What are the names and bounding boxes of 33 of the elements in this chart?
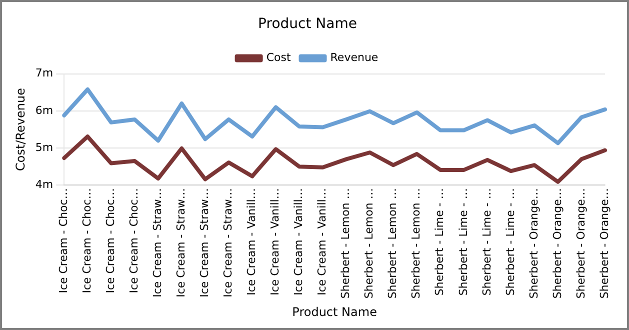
x-axis-title: Product Name (292, 304, 377, 319)
x-tick-label: Ice Cream - Straw… (198, 188, 212, 298)
x-tick-label: Sherbert - Lime - … (456, 188, 470, 296)
x-tick-label: Sherbert - Lime - … (504, 188, 517, 296)
x-tick-label: Ice Cream - Straw… (174, 188, 188, 298)
x-tick-label: Ice Cream - Straw… (222, 188, 235, 298)
y-tick-label: 5m (35, 140, 54, 154)
x-tick-label: Sherbert - Orange… (574, 188, 588, 299)
x-tick-label: Sherbert - Lemon … (410, 188, 423, 299)
x-tick-label: Sherbert - Orange… (598, 188, 611, 299)
x-tick-label: Ice Cream - Straw… (151, 188, 164, 298)
x-tick-label: Ice Cream - Choc… (128, 188, 141, 294)
x-tick-label: Ice Cream - Choc… (104, 188, 118, 294)
x-tick-label: Ice Cream - Vanill… (316, 188, 329, 296)
x-tick-label: Sherbert - Lime - … (433, 188, 446, 296)
x-tick-label: Ice Cream - Vanill… (268, 188, 282, 296)
x-tick-label: Sherbert - Lemon … (386, 188, 400, 299)
x-tick-label: Ice Cream - Vanill… (292, 188, 306, 296)
x-tick-label: Sherbert - Lemon … (362, 188, 376, 299)
y-axis-title: Cost/Revenue (13, 88, 28, 171)
chart-title: Product Name (258, 16, 357, 32)
x-tick-label: Sherbert - Lemon … (339, 188, 352, 299)
y-tick-label: 7m (35, 66, 54, 80)
x-tick-label: Ice Cream - Choc… (80, 188, 94, 294)
x-tick-label: Sherbert - Orange… (550, 188, 564, 299)
y-tick-label: 4m (35, 178, 54, 192)
legend-label: Cost (266, 51, 292, 64)
y-tick-label: 6m (35, 104, 54, 117)
x-tick-label: Sherbert - Orange… (527, 188, 540, 299)
x-tick-label: Sherbert - Lime - … (480, 188, 494, 296)
legend-label: Revenue (330, 51, 378, 64)
x-tick-label: Ice Cream - Vanill… (245, 188, 258, 296)
x-tick-label: Ice Cream - Choc… (56, 188, 70, 294)
